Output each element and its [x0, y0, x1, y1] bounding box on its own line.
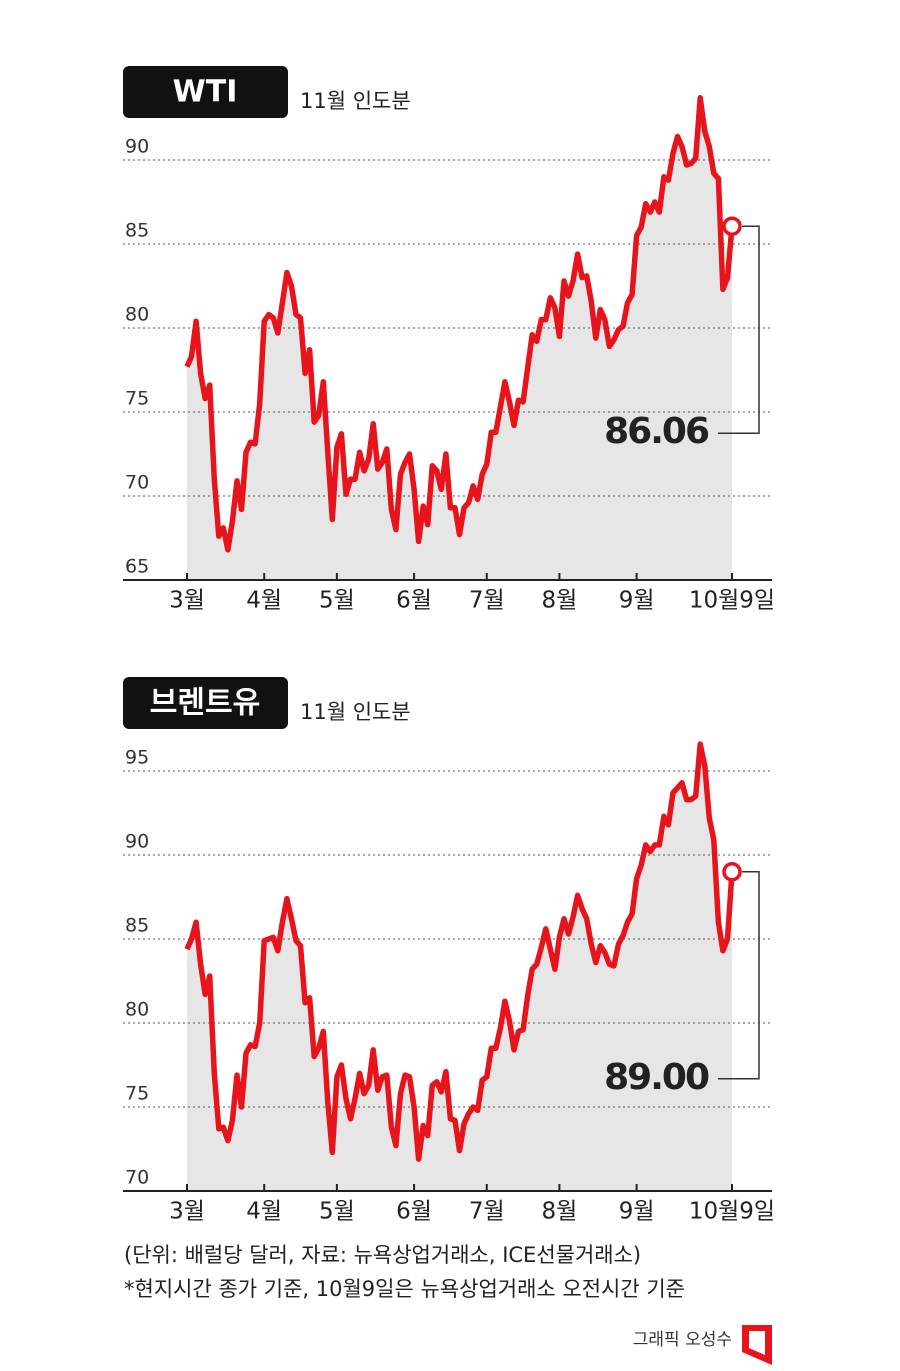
x-tick-label: 7월 — [469, 1199, 505, 1225]
y-tick-label: 80 — [125, 999, 149, 1021]
end-point — [722, 216, 742, 236]
x-tick-label: 5월 — [319, 588, 355, 614]
y-tick-label: 85 — [125, 915, 149, 937]
area — [187, 97, 732, 581]
x-tick-label: 8월 — [542, 1199, 578, 1225]
note: (단위: 배럴당 달러, 자료: 뉴욕상업거래소, ICE선물거래소) — [124, 1243, 641, 1267]
credit: 그래픽 오성수 — [633, 1330, 732, 1350]
chart-title: 브렌트유 — [150, 686, 260, 721]
x-tick-label: 4월 — [246, 1199, 282, 1225]
line — [184, 741, 735, 1162]
line — [184, 95, 735, 553]
y-tick-label: 75 — [125, 388, 149, 410]
y-tick-label: 80 — [125, 304, 149, 326]
y-tick-label: 65 — [125, 556, 149, 578]
x-tick-label: 9월 — [619, 1199, 655, 1225]
x-tick-label: 7월 — [469, 588, 505, 614]
leader-line — [718, 871, 760, 1080]
note: *현지시간 종가 기준, 10월9일은 뉴욕상업거래소 오전시간 기준 — [124, 1277, 685, 1301]
y-tick-label: 75 — [125, 1083, 149, 1105]
logo — [742, 1325, 772, 1365]
x-tick-label: 9월 — [619, 588, 655, 614]
y-tick-label: 85 — [125, 220, 149, 242]
end-point — [722, 862, 742, 882]
x-tick-label: 5월 — [319, 1199, 355, 1225]
x-tick-label: 3월 — [169, 1199, 205, 1225]
x-tick-label: 10월9일 — [689, 588, 775, 614]
y-tick-label: 70 — [125, 472, 149, 494]
end-value-label: 86.06 — [604, 411, 709, 452]
x-tick-label: 3월 — [169, 588, 205, 614]
x-tick-label: 8월 — [542, 588, 578, 614]
chart-subtitle: 11월 인도분 — [300, 700, 411, 724]
chart-subtitle: 11월 인도분 — [300, 89, 411, 113]
y-tick-label: 90 — [125, 831, 149, 853]
x-tick-label: 6월 — [396, 588, 432, 614]
y-tick-label: 70 — [125, 1167, 149, 1189]
title-badge — [123, 66, 288, 118]
y-tick-label: 95 — [125, 747, 149, 769]
chart-title: WTI — [173, 75, 238, 110]
x-tick-label: 6월 — [396, 1199, 432, 1225]
title-badge — [123, 677, 288, 729]
end-value-label: 89.00 — [604, 1057, 709, 1098]
x-tick-label: 10월9일 — [689, 1199, 775, 1225]
area — [187, 744, 732, 1191]
leader-line — [718, 225, 760, 434]
x-tick-label: 4월 — [246, 588, 282, 614]
y-tick-label: 90 — [125, 136, 149, 158]
